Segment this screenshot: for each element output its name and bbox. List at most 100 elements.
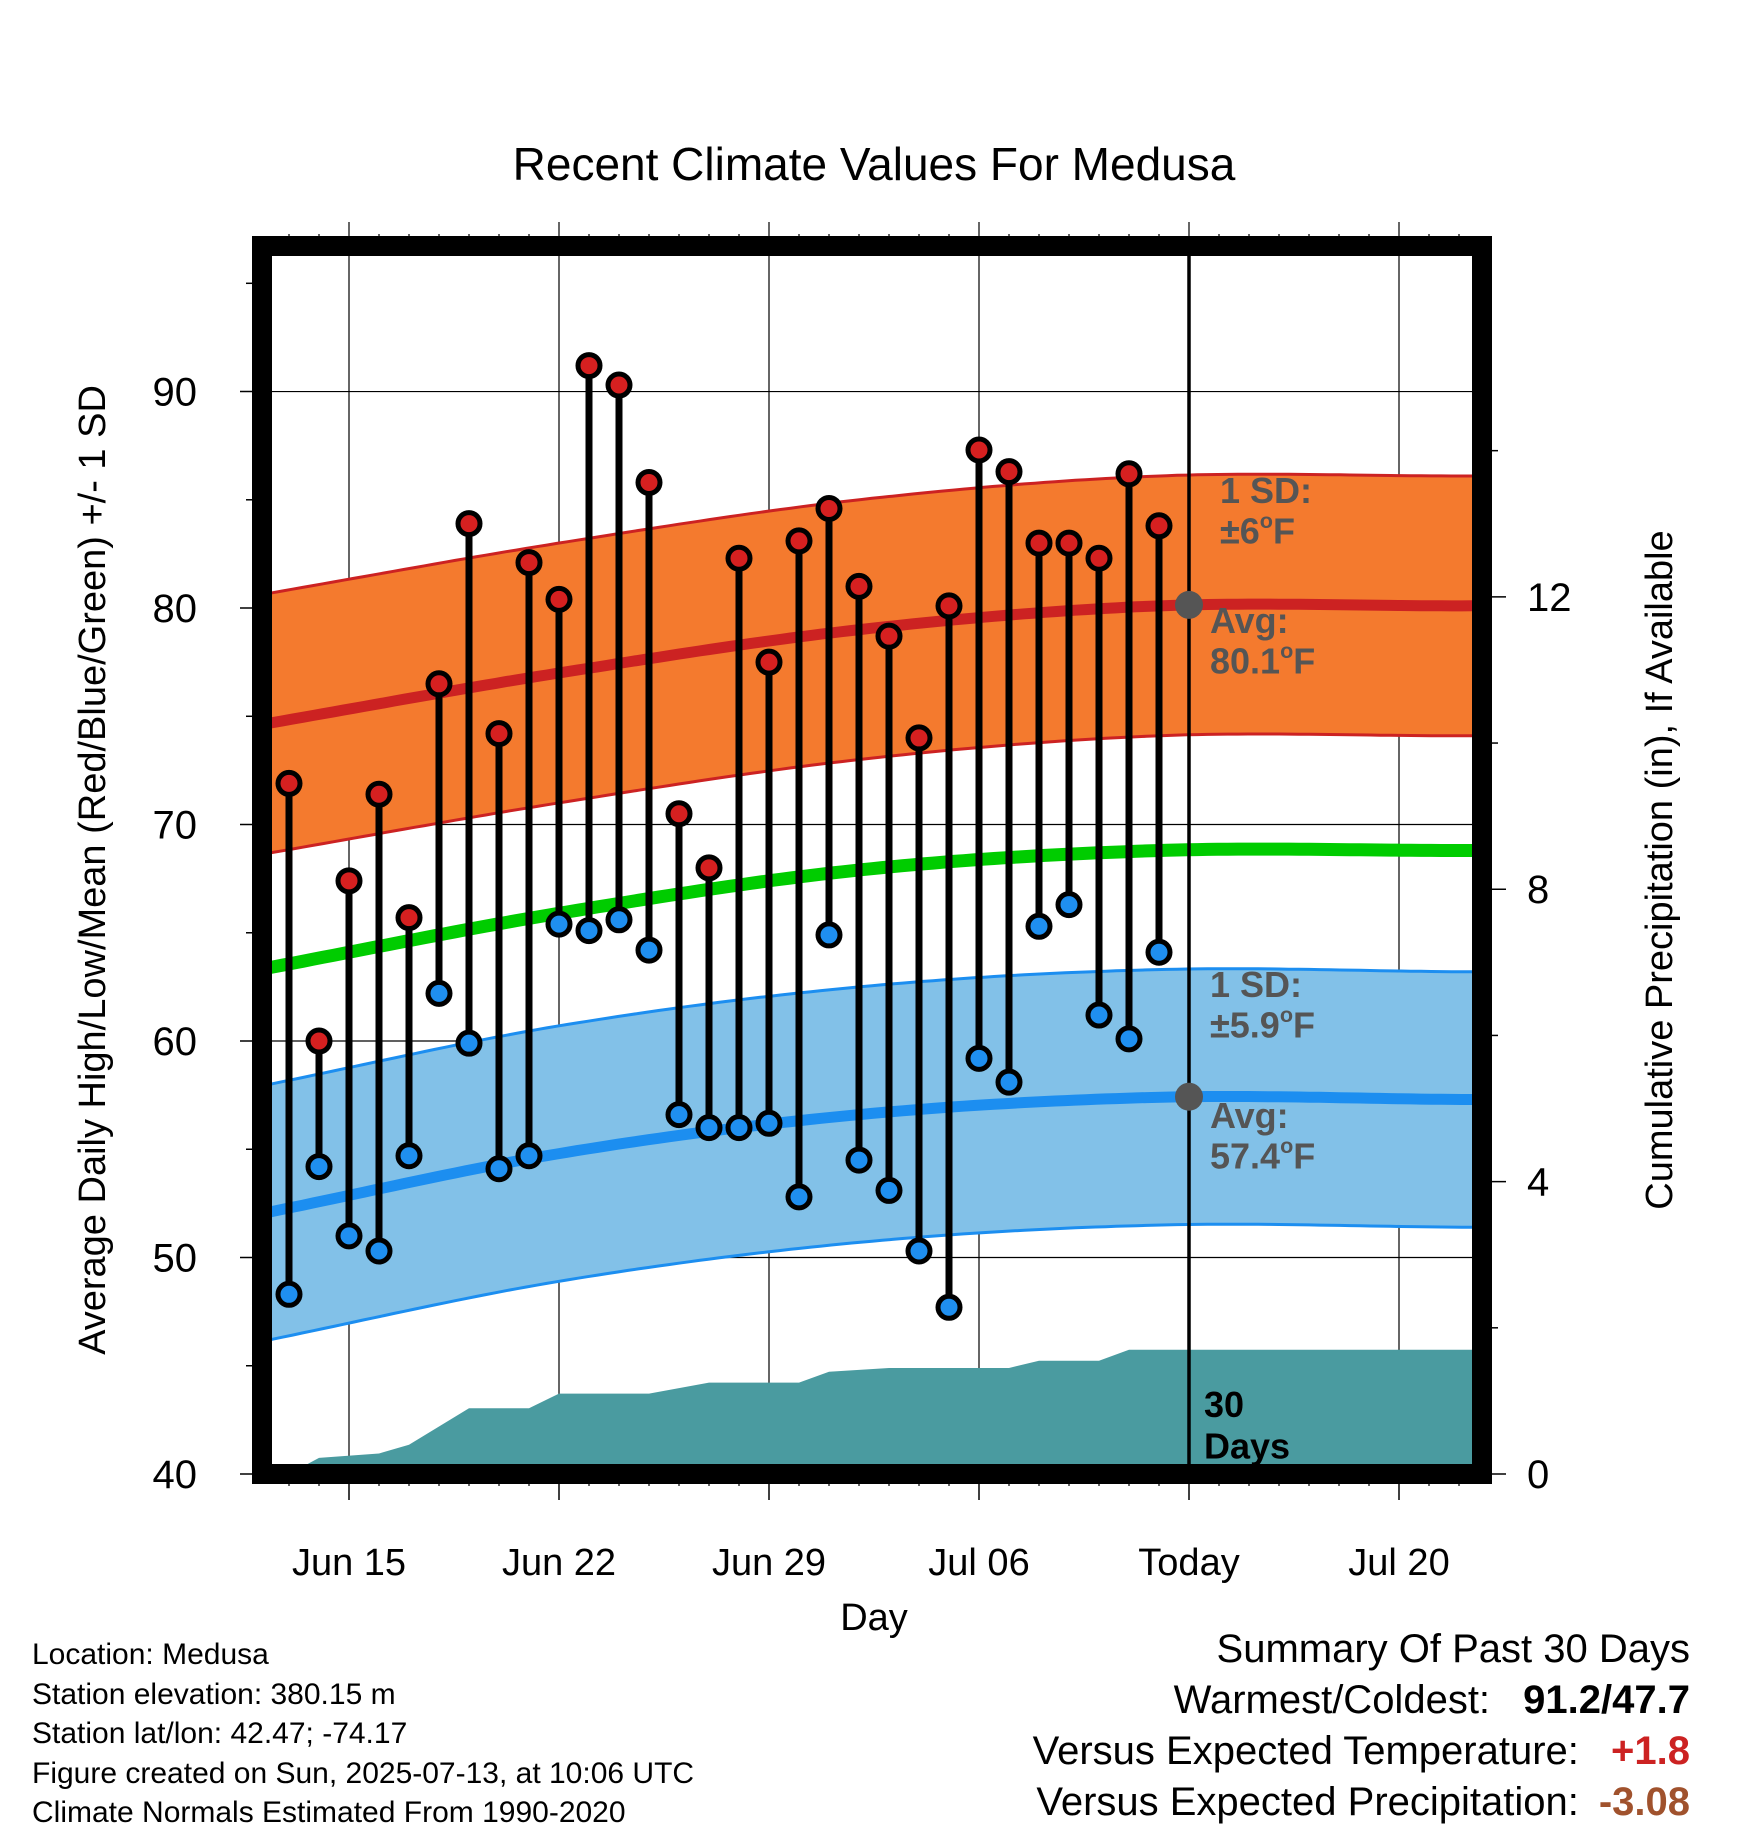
daily-low-point [1145, 938, 1173, 966]
y2-tick-label: 0 [1527, 1453, 1549, 1497]
daily-high-point [1115, 460, 1143, 488]
x-tick-label: Jun 29 [712, 1542, 826, 1584]
daily-high-point [545, 585, 573, 613]
daily-low-point [605, 906, 633, 934]
daily-high-point [335, 867, 363, 895]
daily-low-point [1085, 1001, 1113, 1029]
precip-days-annotation: 30 Days [1204, 1384, 1290, 1466]
x-tick-label: Today [1138, 1542, 1239, 1584]
daily-low-point [755, 1109, 783, 1137]
y2-axis-label: Cumulative Precipitation (in), If Availa… [1639, 530, 1681, 1209]
low-band-lower-edge [261, 1222, 1482, 1343]
location-text: Location: Medusa [32, 1638, 269, 1671]
precip-anomaly-value: -3.08 [1598, 1780, 1690, 1824]
normal-mean-line [260, 842, 1483, 976]
daily-low-point [1115, 1025, 1143, 1053]
temp-anomaly-row: Versus Expected Temperature: +1.8 [1033, 1726, 1690, 1777]
latlon-text: Station lat/lon: 42.47; -74.17 [32, 1717, 408, 1750]
daily-low-point [575, 917, 603, 945]
x-axis-label: Day [840, 1597, 908, 1639]
normal-low-line [260, 1091, 1483, 1219]
daily-high-point [605, 371, 633, 399]
summary-panel: Summary Of Past 30 Days Warmest/Coldest:… [1033, 1624, 1690, 1828]
daily-low-point [515, 1142, 543, 1170]
daily-high-point [815, 494, 843, 522]
plot-frame [252, 236, 1492, 1484]
precip-anomaly-label: Versus Expected Precipitation: [1036, 1780, 1579, 1824]
daily-high-point [965, 436, 993, 464]
daily-high-point [995, 458, 1023, 486]
y-tick-label: 60 [153, 1020, 198, 1064]
y-tick-label: 90 [153, 371, 198, 415]
today-low-normal-marker [1175, 1082, 1203, 1111]
normals-text: Climate Normals Estimated From 1990-2020 [32, 1796, 626, 1829]
daily-high-point [875, 622, 903, 650]
y2-tick-label: 8 [1527, 868, 1549, 912]
daily-low-point [365, 1237, 393, 1265]
daily-low-point [545, 910, 573, 938]
daily-low-point [905, 1237, 933, 1265]
high-sd-band [262, 474, 1482, 855]
warm-cold-row: Warmest/Coldest: 91.2/47.7 [1033, 1675, 1690, 1726]
daily-high-point [305, 1027, 333, 1055]
warm-cold-label: Warmest/Coldest: [1173, 1678, 1491, 1722]
daily-high-point [755, 648, 783, 676]
y-tick-label: 80 [153, 587, 198, 631]
today-high-normal-marker [1175, 590, 1203, 619]
x-tick-label: Jun 22 [502, 1542, 616, 1584]
daily-high-point [905, 724, 933, 752]
daily-high-point [425, 670, 453, 698]
daily-low-point [785, 1183, 813, 1211]
high-sd-annotation: 1 SD: ±6oF [1220, 470, 1312, 551]
daily-high-point [515, 549, 543, 577]
daily-low-point [695, 1114, 723, 1142]
daily-low-point [875, 1176, 903, 1204]
daily-high-point [1055, 529, 1083, 557]
y2-tick-label: 12 [1527, 576, 1572, 620]
daily-high-point [725, 544, 753, 572]
warm-cold-value: 91.2/47.7 [1523, 1678, 1690, 1722]
y-tick-label: 40 [153, 1453, 198, 1497]
high-band-lower-edge [261, 732, 1482, 856]
daily-low-point [455, 1029, 483, 1057]
x-tick-label: Jul 20 [1348, 1542, 1449, 1584]
daily-high-point [635, 468, 663, 496]
daily-high-point [395, 904, 423, 932]
high-band-upper-edge [261, 472, 1483, 596]
y-tick-label: 70 [153, 804, 198, 848]
daily-low-point [635, 936, 663, 964]
daily-high-point [785, 527, 813, 555]
daily-high-point [365, 780, 393, 808]
station-info: Location: Medusa Station elevation: 380.… [32, 1635, 694, 1833]
daily-low-point [725, 1114, 753, 1142]
daily-low-point [305, 1153, 333, 1181]
daily-values [275, 352, 1173, 1321]
low-avg-annotation: Avg: 57.4oF [1210, 1095, 1315, 1176]
high-avg-annotation: Avg: 80.1oF [1210, 600, 1315, 681]
precip-anomaly-row: Versus Expected Precipitation: -3.08 [1033, 1777, 1690, 1828]
summary-title: Summary Of Past 30 Days [1216, 1627, 1690, 1671]
x-tick-label: Jun 15 [292, 1542, 406, 1584]
daily-high-point [935, 592, 963, 620]
daily-high-point [455, 510, 483, 538]
daily-high-point [695, 854, 723, 882]
plot-area: 1 SD: ±6oF Avg: 80.1oF 1 SD: ±5.9oF Avg: 57.4oF… [153, 222, 1572, 1584]
normal-high-line [261, 598, 1482, 730]
daily-low-point [1055, 891, 1083, 919]
daily-low-point [335, 1222, 363, 1250]
daily-high-point [1145, 512, 1173, 540]
y-axis-label: Average Daily High/Low/Mean (Red/Blue/Gr… [72, 385, 114, 1355]
cumulative-precip-area [289, 1349, 1482, 1474]
daily-low-point [485, 1155, 513, 1183]
daily-low-point [995, 1068, 1023, 1096]
daily-low-point [395, 1142, 423, 1170]
y-tick-label: 50 [153, 1237, 198, 1281]
low-sd-band [262, 968, 1482, 1342]
x-tick-label: Jul 06 [928, 1542, 1029, 1584]
daily-high-point [1085, 544, 1113, 572]
low-sd-annotation: 1 SD: ±5.9oF [1210, 964, 1315, 1045]
elevation-text: Station elevation: 380.15 m [32, 1677, 396, 1711]
y2-tick-label: 4 [1527, 1161, 1549, 1205]
created-text: Figure created on Sun, 2025-07-13, at 10… [32, 1756, 695, 1790]
